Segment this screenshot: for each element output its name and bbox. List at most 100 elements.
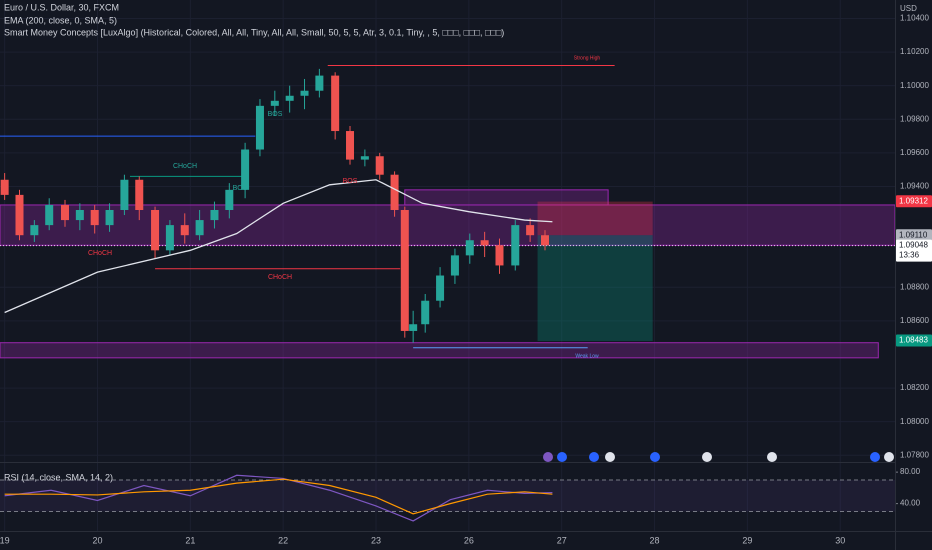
candle-body	[105, 210, 114, 226]
rsi-title: RSI (14, close, SMA, 14, 2)	[4, 472, 113, 482]
y-tick-label: 1.09400	[900, 182, 929, 191]
main-layer: 19 20 21 22 23 26 27 28 29 30 1.07800 1.08000 1.0820…	[0, 14, 932, 545]
y-tick-label: 1.07800	[900, 450, 929, 459]
zone	[404, 189, 609, 206]
candle-body	[241, 149, 250, 190]
countdown: 13:36	[899, 251, 920, 260]
candle-body	[465, 240, 474, 256]
annotation: BOS	[268, 111, 283, 118]
candle-body	[255, 105, 264, 150]
x-tick-label: 26	[464, 535, 474, 545]
annotation: BOS	[343, 178, 358, 185]
annotation: CHoCH	[268, 274, 292, 281]
candle-body	[300, 90, 309, 96]
event-icon[interactable]	[767, 452, 777, 462]
annotation: CHoCH	[173, 163, 197, 170]
candle-body	[120, 179, 129, 210]
x-tick-label: 22	[278, 535, 288, 545]
y-tick-label: 1.08600	[900, 316, 929, 325]
candle-body	[480, 240, 489, 246]
price-tag	[896, 239, 932, 262]
event-icon[interactable]	[650, 452, 660, 462]
event-icons	[543, 452, 894, 462]
candle-body	[165, 225, 174, 251]
x-tick-label: 21	[185, 535, 195, 545]
y-tick-label: 40.00	[900, 499, 921, 508]
candle-body	[315, 75, 324, 91]
y-tick-label: 1.10400	[900, 14, 929, 23]
candle-body	[285, 95, 294, 101]
candle-body	[360, 156, 369, 160]
y-tick-label: 1.09600	[900, 148, 929, 157]
rsi-line	[4, 474, 553, 522]
rsi-band	[0, 480, 895, 512]
event-icon[interactable]	[605, 452, 615, 462]
ema-line	[4, 179, 553, 314]
chart-title: Euro / U.S. Dollar, 30, FXCM	[4, 2, 119, 12]
x-tick-label: 23	[371, 535, 381, 545]
price-tag-label: 1.08483	[899, 336, 928, 345]
rsi-line	[4, 478, 553, 515]
candle-body	[135, 179, 144, 210]
indicator-label: Smart Money Concepts [LuxAlgo] (Historic…	[4, 27, 504, 37]
y-tick-label: 1.08200	[900, 383, 929, 392]
event-icon[interactable]	[884, 452, 894, 462]
currency-label: USD	[900, 4, 917, 13]
candle-body	[526, 225, 535, 236]
x-tick-label: 30	[835, 535, 845, 545]
candle-body	[540, 235, 549, 246]
back-layer	[0, 0, 896, 531]
candle-body	[331, 75, 340, 132]
price-tag	[896, 195, 932, 208]
y-tick-label: 1.08000	[900, 417, 929, 426]
candle-body	[409, 324, 418, 331]
annotation: CHoCH	[88, 250, 112, 257]
event-icon[interactable]	[870, 452, 880, 462]
x-tick-label: 19	[0, 535, 10, 545]
candle-body	[0, 179, 9, 195]
price-tag	[896, 334, 932, 347]
candle-body	[60, 204, 69, 221]
price-tag-label: 1.09110	[899, 230, 928, 239]
event-icon[interactable]	[557, 452, 567, 462]
target-zone	[537, 235, 653, 342]
y-tick-label: 1.09800	[900, 114, 929, 123]
candle-body	[195, 220, 204, 236]
y-tick-label: 1.10200	[900, 47, 929, 56]
candle-body	[30, 225, 39, 236]
price-tag-label: 1.09048	[899, 241, 928, 250]
candle-body	[375, 156, 384, 175]
candle-body	[210, 210, 219, 221]
candle-body	[270, 100, 279, 106]
candle-body	[180, 225, 189, 236]
indicator-label: EMA (200, close, 0, SMA, 5)	[4, 15, 117, 25]
candle-body	[390, 174, 399, 210]
candle-body	[450, 255, 459, 276]
annotation: Weak Low	[575, 353, 599, 359]
y-tick-label: 1.10000	[900, 81, 929, 90]
x-tick-label: 20	[92, 535, 102, 545]
candle-body	[436, 275, 445, 301]
stop-zone	[537, 201, 653, 236]
x-tick-label: 29	[742, 535, 752, 545]
zone	[0, 204, 896, 246]
event-icon[interactable]	[589, 452, 599, 462]
event-icon[interactable]	[702, 452, 712, 462]
candle-body	[346, 131, 355, 160]
y-tick-label: 1.08800	[900, 282, 929, 291]
zone	[0, 342, 879, 359]
price-tag	[896, 229, 932, 242]
candle-body	[400, 210, 409, 331]
candle-body	[421, 300, 430, 325]
y-tick-label: 80.00	[900, 467, 921, 476]
event-icon[interactable]	[543, 452, 553, 462]
candle-body	[151, 210, 160, 251]
candle-body	[45, 204, 54, 226]
candle-body	[90, 210, 99, 226]
candle-body	[15, 194, 24, 236]
candle-body	[225, 189, 234, 210]
annotation: BOS	[233, 185, 248, 192]
